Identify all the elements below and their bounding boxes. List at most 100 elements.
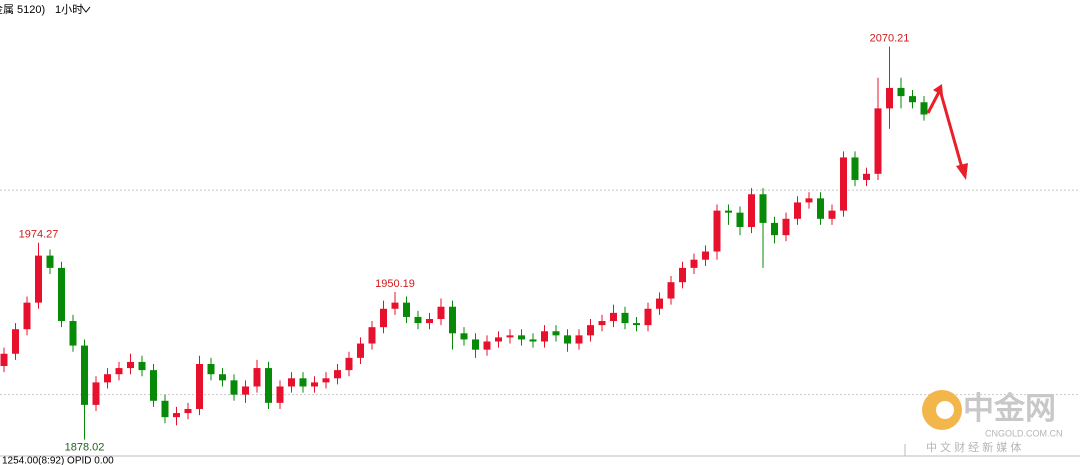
candle-body [58, 267, 65, 322]
candle-body [219, 374, 226, 381]
candle-body [184, 408, 192, 414]
candle-body [173, 413, 180, 418]
candle-body [345, 357, 353, 371]
candle-body [449, 306, 456, 334]
candle-body [667, 282, 675, 299]
plot: 1974.27 1878.02 1950.19 2070.21 [0, 33, 1080, 454]
candle-body [138, 361, 146, 371]
candle-body [736, 212, 744, 227]
candle-body [794, 202, 801, 219]
candle-body [656, 298, 663, 309]
candle-body [702, 251, 709, 260]
candle-body [782, 218, 790, 236]
dropdown-caret[interactable] [81, 6, 91, 13]
candle-body [35, 255, 42, 303]
candle-body [403, 302, 410, 317]
candle-body [874, 108, 882, 174]
candle-body [357, 343, 364, 358]
trend-arrow [926, 91, 941, 114]
candle-body [552, 331, 560, 336]
candle-body [725, 210, 732, 213]
candle-body [299, 378, 307, 387]
candle-body [851, 157, 859, 180]
candle-body [230, 380, 238, 395]
price-annotation: 2070.21 [870, 33, 910, 45]
candle-body [437, 306, 445, 319]
candle-body [610, 312, 617, 322]
candle-body [840, 157, 847, 211]
candle-body [127, 361, 134, 369]
watermark-brand: 中金网 [963, 391, 1056, 426]
candle-body [690, 259, 698, 268]
price-annotation: 1878.02 [65, 442, 105, 454]
candle-body [575, 335, 583, 344]
candle-body [23, 302, 31, 330]
candle-body [196, 363, 203, 409]
candle-body [621, 312, 629, 324]
candle-body [633, 323, 640, 326]
candle-body [495, 337, 502, 342]
candle-body [518, 335, 525, 340]
symbol: 金属 5120) [0, 2, 45, 16]
candle-body [391, 302, 399, 309]
candle-body [334, 370, 341, 379]
candle-body [242, 386, 249, 395]
candle-body [817, 198, 824, 219]
candle-body [713, 210, 721, 252]
candle-body [460, 333, 468, 340]
candle-body [69, 321, 77, 346]
candle-body [368, 327, 376, 344]
candle-body [886, 87, 893, 109]
price-annotation: 1974.27 [19, 229, 59, 241]
candle-body [472, 339, 479, 350]
candle-body [92, 382, 100, 405]
candle-body [426, 318, 433, 324]
candle-body [265, 368, 272, 403]
candle-body [863, 173, 870, 180]
candle-body [564, 335, 571, 344]
status-text: 1254.00(8:92) OPID 0.00 [2, 456, 114, 465]
candle-body [529, 339, 537, 342]
candle-body [253, 368, 261, 387]
trend-arrow [938, 89, 964, 169]
candle-body [920, 102, 928, 115]
candle-body [115, 368, 123, 375]
candle-body [805, 198, 813, 203]
candle-body [587, 325, 594, 336]
candle-body [644, 308, 652, 326]
watermark-domain: CNGOLD.COM.CN [985, 428, 1063, 438]
candle-body [771, 222, 778, 236]
candle-body [161, 400, 169, 418]
price-annotation: 1950.19 [375, 278, 415, 290]
candle-body [276, 386, 284, 403]
candle-body [759, 194, 767, 223]
candle-body [311, 382, 318, 387]
candle-body [483, 341, 491, 350]
candle-body [288, 378, 295, 387]
candle-body [679, 267, 686, 283]
arrow-head [956, 163, 968, 180]
candle-body [150, 370, 157, 401]
candle-body [46, 255, 54, 268]
candle-body [748, 194, 755, 227]
candle-body [322, 378, 330, 383]
candle-body [380, 308, 387, 328]
candle-body [207, 363, 215, 375]
candle-body [414, 316, 422, 324]
candle-body [81, 345, 88, 405]
candle-body [12, 329, 19, 354]
candle-body [0, 353, 8, 367]
candle-body [541, 331, 548, 342]
candle-body [897, 87, 905, 97]
candle-body [828, 210, 836, 219]
timeframe-selector[interactable]: 1小时 [55, 3, 83, 16]
watermark-slogan: 中 文 财 经 新 媒 体 [926, 440, 1021, 454]
candle-body [506, 335, 514, 338]
toolbar [0, 0, 100, 20]
candle-body [104, 374, 111, 383]
logo-inner [936, 401, 954, 419]
candle-body [598, 321, 606, 326]
